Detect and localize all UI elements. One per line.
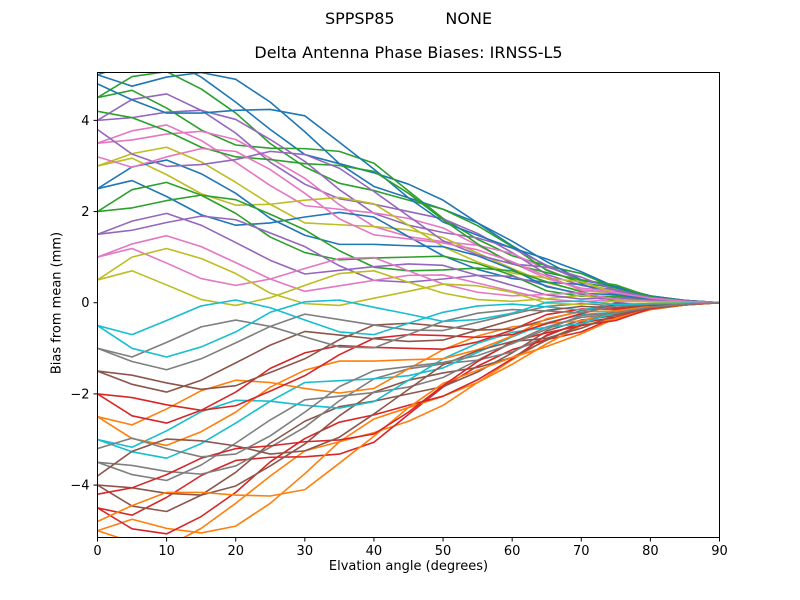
series-line-45 [97,301,720,477]
x-tick-label: 70 [573,544,590,559]
x-tick-label: 30 [297,544,314,559]
series-group [97,72,720,538]
series-line-30 [97,159,720,304]
y-tick-label: 2 [81,205,89,220]
series-line-26 [97,124,720,304]
x-tick-label: 0 [93,544,101,559]
series-line-27 [97,301,720,482]
series-line-42 [97,110,720,304]
x-tick-label: 60 [504,544,521,559]
series-line-10 [97,179,720,304]
series-line-1 [97,301,720,538]
axes-title: Delta Antenna Phase Biases: IRNSS-L5 [254,43,563,62]
series-line-47 [97,301,720,458]
y-axis-label: Bias from mean (mm) [49,231,65,375]
x-tick-label: 80 [642,544,659,559]
series-line-41 [97,301,720,523]
y-tick-label: 0 [81,296,89,311]
series-line-0 [97,72,720,304]
axes-spines [97,72,720,538]
series-line-37 [97,301,720,358]
series-line-31 [97,301,720,447]
series-line-44 [97,128,720,304]
series-line-34 [97,212,720,304]
y-tick-label: −4 [70,479,89,494]
series-line-36 [97,247,720,304]
series-line-43 [97,301,720,495]
x-tick-label: 90 [711,544,728,559]
series-line-22 [97,72,720,304]
x-tick-label: 50 [435,544,452,559]
x-tick-label: 20 [227,544,244,559]
x-tick-label: 40 [366,544,383,559]
series-line-35 [97,301,720,393]
series-line-38 [97,247,720,307]
series-line-39 [97,299,720,358]
figure-suptitle: SPPSP85 NONE [324,9,493,28]
series-line-23 [97,301,720,535]
series-line-11 [97,301,720,426]
series-line-40 [97,83,720,304]
y-tick-label: 4 [81,114,89,129]
x-axis-label: Elvation angle (degrees) [328,559,489,574]
series-line-46 [97,147,720,304]
x-tick-label: 10 [158,544,175,559]
y-tick-label: −2 [70,387,89,402]
